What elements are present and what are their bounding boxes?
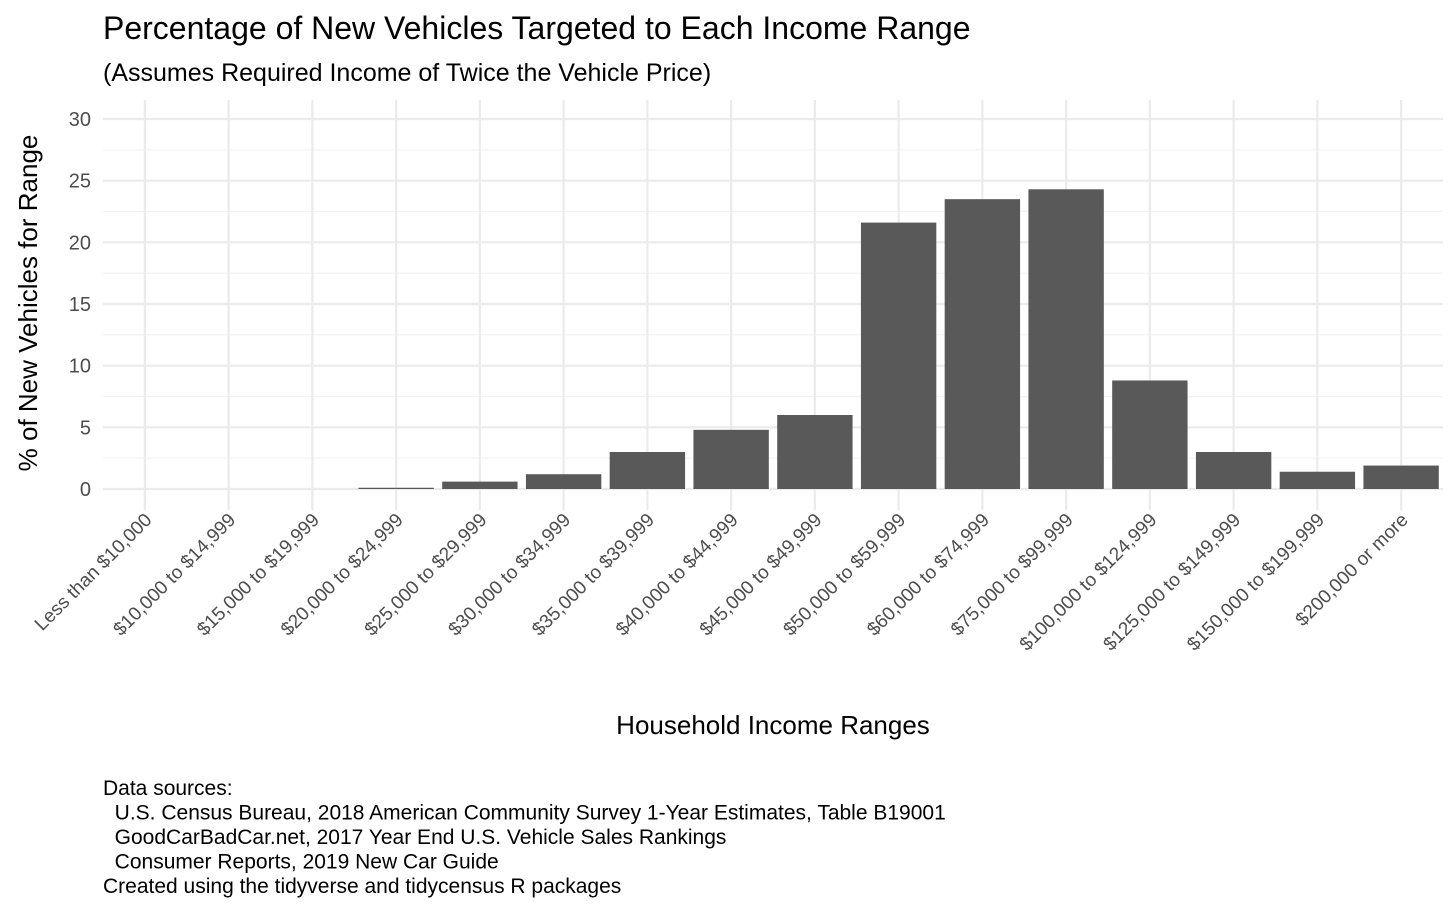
- bar: [1279, 471, 1356, 489]
- y-tick-label: 5: [80, 417, 91, 439]
- y-tick-label: 0: [80, 479, 91, 501]
- bar: [1028, 189, 1104, 490]
- bar: [609, 452, 686, 489]
- caption-line: U.S. Census Bureau, 2018 American Commun…: [103, 802, 946, 825]
- bar: [944, 199, 1021, 489]
- bar: [1363, 465, 1439, 489]
- y-tick-label: 25: [69, 171, 91, 193]
- caption: Data sources: U.S. Census Bureau, 2018 A…: [103, 777, 946, 898]
- caption-line: Consumer Reports, 2019 New Car Guide: [103, 851, 499, 874]
- y-axis-title: % of New Vehicles for Range: [13, 135, 43, 472]
- y-tick-label: 20: [69, 232, 91, 254]
- chart-title: Percentage of New Vehicles Targeted to E…: [103, 10, 971, 46]
- x-axis-title: Household Income Ranges: [616, 710, 930, 740]
- caption-line: GoodCarBadCar.net, 2017 Year End U.S. Ve…: [103, 826, 726, 849]
- x-axis-ticks: Less than $10,000$10,000 to $14,999$15,0…: [31, 510, 1413, 656]
- bars: [358, 189, 1439, 490]
- y-tick-label: 15: [69, 294, 91, 316]
- bar: [693, 429, 769, 489]
- bar: [358, 487, 434, 489]
- bar: [1195, 452, 1272, 489]
- y-axis-ticks: 0 5 10 15 20 25 30: [69, 109, 91, 501]
- x-tick-label: $125,000 to $149,999: [1100, 510, 1246, 656]
- caption-line: Created using the tidyverse and tidycens…: [103, 875, 621, 898]
- caption-line: Data sources:: [103, 777, 233, 800]
- bar: [442, 481, 518, 489]
- bar: [860, 222, 937, 489]
- y-tick-label: 10: [69, 356, 91, 378]
- y-tick-label: 30: [69, 109, 91, 131]
- grid-lines: [103, 100, 1443, 510]
- x-tick-label: $100,000 to $124,999: [1016, 510, 1162, 656]
- chart-subtitle: (Assumes Required Income of Twice the Ve…: [103, 59, 711, 87]
- bar: [777, 415, 853, 489]
- bar: [1112, 380, 1188, 489]
- bar: [525, 474, 602, 489]
- x-tick-label: $150,000 to $199,999: [1183, 510, 1329, 656]
